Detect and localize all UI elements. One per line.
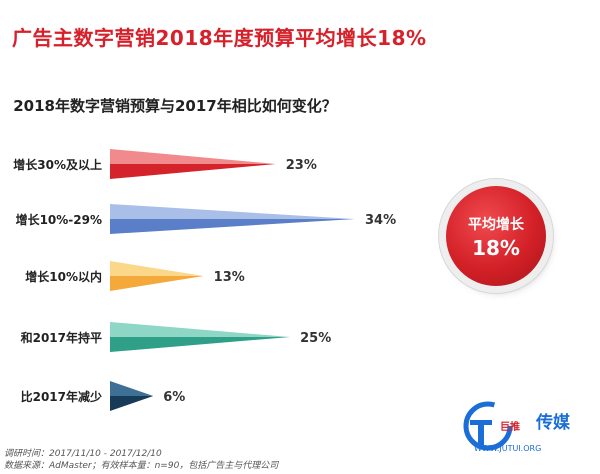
category-label: 增长30%及以上 (13, 157, 102, 172)
bar-5-lower (110, 396, 154, 411)
bar-1-lower (110, 164, 276, 179)
bar-1-upper (110, 149, 276, 164)
bar-2-upper (110, 204, 355, 219)
bar-4-lower (110, 337, 291, 352)
bar-4-upper (110, 322, 291, 337)
bar-3-upper (110, 261, 204, 276)
category-label: 增长10%以内 (25, 269, 102, 284)
value-label: 34% (365, 213, 396, 228)
value-label: 6% (163, 390, 185, 405)
badge-value: 18% (472, 236, 520, 260)
logo-url: WWW.JUTUI.ORG (474, 444, 542, 453)
category-label: 比2017年减少 (21, 389, 102, 404)
survey-time-note: 调研时间：2017/11/10 - 2017/12/10 (4, 449, 162, 459)
value-label: 13% (214, 270, 245, 285)
value-label: 23% (286, 158, 317, 173)
logo-word: 巨推 (500, 422, 520, 433)
bar-2-lower (110, 219, 355, 234)
data-source-note: 数据来源：AdMaster；有效样本量：n=90，包括广告主与代理公司 (4, 461, 279, 471)
jutui-logo: 巨推 传媒 WWW.JUTUI.ORG (458, 398, 598, 468)
badge-label: 平均增长 (468, 217, 524, 233)
chart-title: 2018年数字营销预算与2017年相比如何变化？ (13, 97, 337, 115)
value-label: 25% (300, 331, 331, 346)
bar-5-upper (110, 381, 154, 396)
headline: 广告主数字营销2018年度预算平均增长18% (12, 26, 427, 50)
average-growth-badge: 平均增长 18% (446, 186, 546, 286)
category-label: 增长10%-29% (16, 212, 102, 227)
logo-brand: 传媒 (536, 413, 570, 433)
bar-3-lower (110, 276, 204, 291)
category-label: 和2017年持平 (20, 330, 102, 345)
jutui-logo-icon (463, 401, 513, 451)
